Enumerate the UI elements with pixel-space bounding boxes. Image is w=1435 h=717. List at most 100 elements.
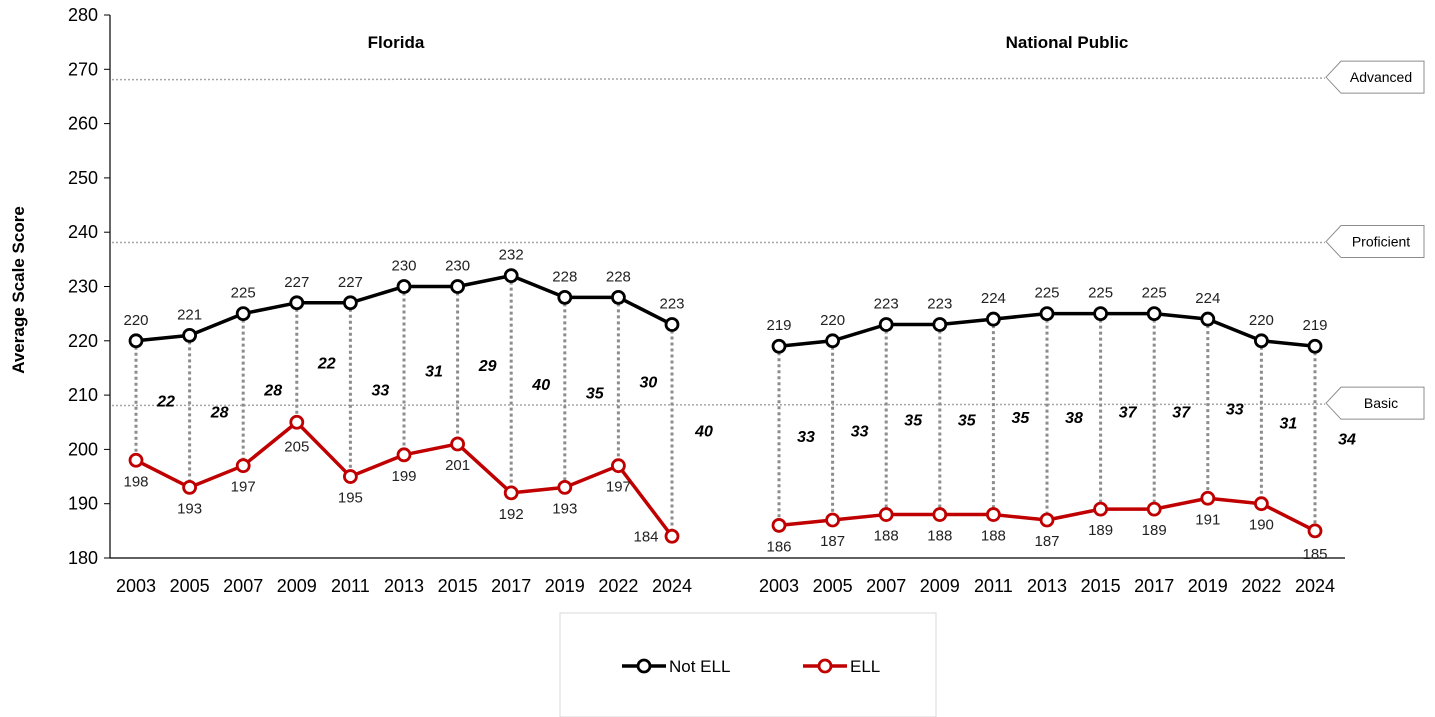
ell-point xyxy=(1307,523,1323,539)
ell-point xyxy=(664,528,680,544)
not-ell-point xyxy=(289,295,305,311)
y-tick-label: 230 xyxy=(68,277,98,297)
ell-data-label: 193 xyxy=(552,500,577,517)
not-ell-data-label: 220 xyxy=(820,312,845,329)
achievement-level-tag xyxy=(1325,60,1425,94)
panel-florida: Florida 2003 2005 2007 2009 2011 2013 2015 2017 2… xyxy=(116,33,713,596)
achievement-level-label: Basic xyxy=(1364,395,1398,411)
gap-label: 35 xyxy=(958,413,977,430)
ell-point xyxy=(182,480,198,495)
not-ell-point xyxy=(1039,306,1055,322)
gap-label: 29 xyxy=(478,358,497,375)
ell-data-label: 205 xyxy=(284,438,309,455)
ell-point xyxy=(128,452,144,468)
ell-data-label: 187 xyxy=(1034,533,1059,550)
ell-point xyxy=(1039,512,1055,528)
ell-point xyxy=(1200,490,1216,506)
x-tick-label: 2007 xyxy=(223,576,263,596)
not-ell-point xyxy=(1307,338,1323,354)
not-ell-point xyxy=(450,279,466,294)
not-ell-point xyxy=(235,306,251,322)
achievement-level-tag xyxy=(1325,225,1425,259)
x-tick-label: 2003 xyxy=(759,576,799,596)
not-ell-point xyxy=(1146,306,1162,322)
x-tick-label: 2009 xyxy=(277,576,317,596)
ell-point xyxy=(503,485,519,501)
x-tick-label: 2003 xyxy=(116,576,156,596)
ell-point xyxy=(396,447,412,463)
ell-point xyxy=(557,480,573,495)
legend-swatch-marker xyxy=(636,658,652,674)
not-ell-point xyxy=(664,317,680,332)
ell-point xyxy=(235,458,251,474)
gap-label: 33 xyxy=(797,429,815,446)
ell-data-label: 188 xyxy=(874,528,899,545)
gap-label: 40 xyxy=(694,423,713,440)
ell-point xyxy=(611,458,626,474)
y-tick-label: 270 xyxy=(68,59,98,79)
gap-label: 37 xyxy=(1172,404,1191,421)
ell-point xyxy=(342,469,358,484)
ell-data-label: 199 xyxy=(391,468,416,485)
x-tick-label: 2015 xyxy=(1081,576,1121,596)
ell-data-label: 192 xyxy=(499,506,524,523)
gap-label: 22 xyxy=(317,356,336,373)
ell-point xyxy=(289,414,305,430)
not-ell-point xyxy=(1200,311,1216,327)
not-ell-data-label: 227 xyxy=(338,274,363,291)
not-ell-data-label: 225 xyxy=(1142,285,1167,302)
achievement-level-label: Advanced xyxy=(1350,69,1412,85)
ell-data-label: 189 xyxy=(1088,522,1113,539)
not-ell-data-label: 228 xyxy=(606,268,631,285)
gap-label: 33 xyxy=(1226,402,1244,419)
ell-data-label: 187 xyxy=(820,533,845,550)
ell-data-label: 197 xyxy=(606,479,631,496)
not-ell-data-label: 224 xyxy=(1195,290,1220,307)
y-ticks: 180 190 200 210 220 230 240 250 260 270 280 xyxy=(68,5,110,568)
gap-label: 37 xyxy=(1119,404,1138,421)
x-tick-label: 2024 xyxy=(652,576,692,596)
not-ell-point xyxy=(1093,306,1108,322)
x-tick-label: 2022 xyxy=(1241,576,1281,596)
gap-label: 35 xyxy=(904,413,923,430)
gap-label: 31 xyxy=(425,364,443,381)
not-ell-data-label: 224 xyxy=(981,290,1006,307)
x-tick-label: 2015 xyxy=(438,576,478,596)
achievement-level-tag xyxy=(1325,386,1425,420)
ell-data-label: 186 xyxy=(766,538,791,555)
not-ell-data-label: 220 xyxy=(1249,312,1274,329)
ell-data-label: 197 xyxy=(231,479,256,496)
x-tick-label: 2005 xyxy=(813,576,853,596)
legend-label: Not ELL xyxy=(669,657,730,676)
panel-national-public: National Public 2003 2005 2007 2009 2011 2013 2… xyxy=(759,33,1356,596)
legend-swatch-marker xyxy=(817,658,833,674)
x-tick-label: 2009 xyxy=(920,576,960,596)
gap-label: 28 xyxy=(263,383,282,400)
achievement-level-line xyxy=(111,403,1326,407)
gap-label: 33 xyxy=(851,423,869,440)
ell-point xyxy=(450,436,466,452)
ell-data-label: 189 xyxy=(1142,522,1167,539)
achievement-level-line xyxy=(111,77,1326,81)
gap-label: 38 xyxy=(1065,410,1083,427)
ell-point xyxy=(932,507,948,522)
y-tick-label: 280 xyxy=(68,5,98,25)
ell-point xyxy=(1093,501,1108,517)
y-tick-label: 200 xyxy=(68,439,98,459)
not-ell-point xyxy=(1254,333,1269,349)
x-tick-label: 2007 xyxy=(866,576,906,596)
panels: Florida 2003 2005 2007 2009 2011 2013 2015 2017 2… xyxy=(116,33,1356,596)
gap-label: 31 xyxy=(1280,415,1298,432)
ell-point xyxy=(1146,501,1162,517)
not-ell-point xyxy=(557,289,573,305)
not-ell-point xyxy=(396,279,412,294)
not-ell-point xyxy=(611,289,626,305)
gap-label: 30 xyxy=(640,375,658,392)
y-tick-label: 220 xyxy=(68,331,98,351)
gap-label: 34 xyxy=(1338,432,1356,449)
ell-data-label: 184 xyxy=(633,528,658,545)
not-ell-data-label: 227 xyxy=(284,274,309,291)
gap-label: 33 xyxy=(372,383,390,400)
ell-point xyxy=(986,507,1001,522)
ell-data-label: 188 xyxy=(927,528,952,545)
